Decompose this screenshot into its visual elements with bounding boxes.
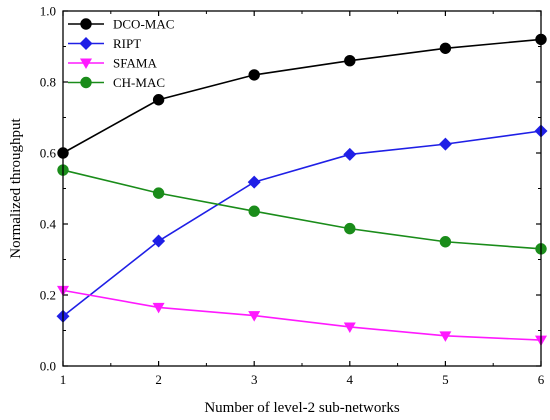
legend-label: RIPT [113,36,141,51]
data-point-sfama [439,331,452,342]
y-tick-label: 1.0 [40,4,56,19]
series-ript [56,124,548,323]
data-point-ript [438,137,452,151]
data-point-ch-mac [344,222,356,235]
data-point-dco-mac [439,42,452,54]
data-point-ript [152,234,166,248]
legend-marker [79,37,93,50]
x-tick-label: 2 [155,372,162,387]
legend-marker [80,18,92,30]
data-point-dco-mac [344,55,356,67]
x-tick-label: 1 [60,372,67,387]
series-ch-mac [57,164,547,255]
legend-item-sfama: SFAMA [68,56,157,71]
data-point-sfama [343,322,356,333]
y-tick-label: 0.0 [40,359,56,374]
y-tick-label: 0.8 [40,75,56,90]
x-tick-label: 3 [251,372,258,387]
legend-label: DCO-MAC [113,17,174,32]
data-point-ch-mac [248,205,260,217]
legend-item-ript: RIPT [68,36,141,51]
series-line-dco-mac [62,38,542,154]
data-point-dco-mac [248,69,260,81]
series-line-ript [62,130,542,317]
y-axis-title: Normalized throughput [8,117,24,258]
legend-marker [80,58,92,69]
data-point-dco-mac [152,94,165,106]
data-point-ript [247,175,261,189]
x-tick-label: 5 [442,372,449,387]
plot-frame [62,10,542,367]
data-point-ch-mac [152,187,165,199]
series-sfama [57,285,547,347]
legend-item-dco-mac: DCO-MAC [68,17,174,32]
x-tick-label: 4 [347,372,354,387]
legend-item-ch-mac: CH-MAC [68,75,165,90]
data-point-sfama [248,311,261,322]
x-tick-label: 6 [538,372,545,387]
legend-label: CH-MAC [113,75,165,90]
series-line-ch-mac [62,169,542,250]
x-axis-title: Number of level-2 sub-networks [204,400,400,416]
data-point-sfama [152,302,165,314]
data-point-ript [343,147,357,161]
y-tick-label: 0.6 [40,146,57,161]
data-point-ch-mac [439,236,452,248]
legend: DCO-MAC RIPT SFAMA CH-MAC [68,17,174,90]
legend-marker [80,76,92,89]
series-line-sfama [62,289,542,341]
legend-label: SFAMA [113,56,157,71]
y-tick-label: 0.4 [40,217,57,232]
y-tick-label: 0.2 [40,288,56,303]
